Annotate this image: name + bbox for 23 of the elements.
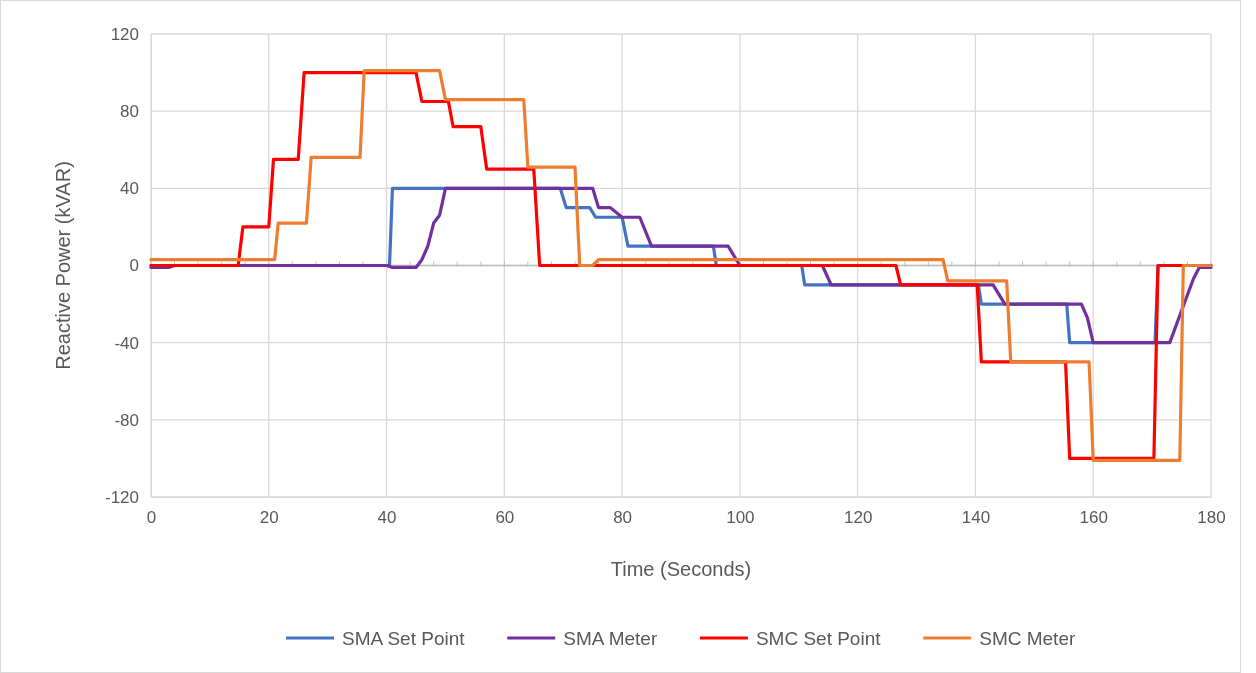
x-axis-title: Time (Seconds) xyxy=(610,558,752,580)
y-tick-label: 80 xyxy=(120,102,139,122)
legend-label: SMA Meter xyxy=(563,628,658,649)
y-tick-label: 40 xyxy=(120,179,139,199)
y-tick-label: -40 xyxy=(114,333,139,353)
y-tick-label: -80 xyxy=(114,410,139,430)
legend-label: SMC Set Point xyxy=(755,628,882,649)
x-tick-label: 20 xyxy=(259,508,279,528)
x-tick-label: 140 xyxy=(961,508,991,528)
x-tick-label: 80 xyxy=(613,508,633,528)
y-tick-label: 120 xyxy=(110,24,139,44)
y-tick-label: 0 xyxy=(129,256,139,276)
y-tick-label: -120 xyxy=(104,487,139,507)
x-tick-label: 160 xyxy=(1079,508,1108,528)
x-tick-label: 60 xyxy=(495,508,515,528)
legend-label: SMA Set Point xyxy=(342,628,466,649)
legend-label: SMC Meter xyxy=(979,628,1076,649)
x-tick-label: 40 xyxy=(377,508,397,528)
x-tick-label: 180 xyxy=(1197,508,1226,528)
x-tick-label: 120 xyxy=(843,508,873,528)
y-axis-title: Reactive Power (kVAR) xyxy=(52,161,74,370)
x-tick-label: 0 xyxy=(146,508,157,528)
x-tick-label: 100 xyxy=(726,508,755,528)
